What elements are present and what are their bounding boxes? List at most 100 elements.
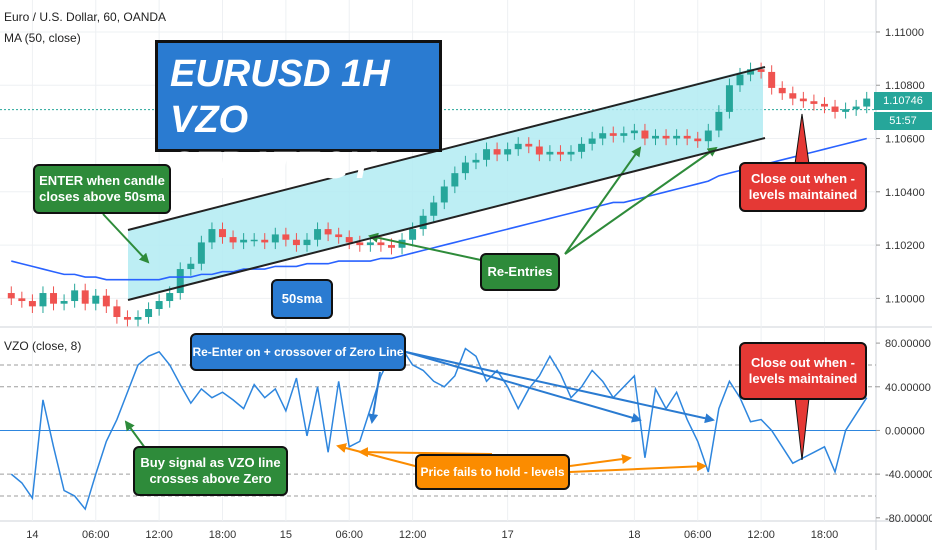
time-tick-label: 06:00 (684, 529, 712, 541)
candle-body (747, 69, 755, 75)
candle-body (292, 239, 300, 246)
annotation-buy-signal: Buy signal as VZO line crosses above Zer… (133, 446, 288, 496)
ma-indicator-label: MA (50, close) (4, 31, 81, 45)
candle-body (187, 263, 195, 270)
candle-body (176, 269, 184, 294)
candle-body (50, 293, 58, 304)
price-tick-label: 1.10000 (885, 293, 925, 305)
price-tick-label: 1.10800 (885, 80, 925, 92)
candle-body (451, 173, 459, 187)
candle-body (166, 293, 174, 302)
annotation-close-out-lower: Close out when - levels maintained (739, 342, 867, 400)
candle-body (863, 98, 871, 107)
candle-body (303, 239, 311, 246)
annotation-re-entries: Re-Entries (480, 253, 560, 291)
time-tick-label: 17 (502, 529, 514, 541)
candle-body (662, 135, 670, 139)
channel-lower-line (127, 137, 766, 301)
candle-body (715, 111, 723, 131)
annotation-arrow (102, 213, 150, 264)
candle-body (461, 162, 469, 174)
candle-body (673, 135, 681, 139)
candle-body (155, 301, 163, 310)
annotation-arrow (405, 351, 642, 423)
candle-body (134, 317, 142, 320)
annotation-arrow (405, 351, 715, 424)
candle-body (419, 215, 427, 230)
candle-body (599, 133, 607, 139)
candle-body (852, 106, 860, 110)
candle-body (641, 130, 649, 139)
candle-body (472, 159, 480, 163)
candle-body (630, 130, 638, 134)
countdown-tag: 51:57 (874, 112, 932, 130)
annotation-close-out-upper: Close out when - levels maintained (739, 162, 867, 212)
time-tick-label: 18:00 (209, 529, 237, 541)
candle-body (704, 130, 712, 142)
time-tick-label: 12:00 (399, 529, 427, 541)
candle-body (81, 290, 89, 304)
candle-body (504, 149, 512, 155)
time-tick-label: 18 (628, 529, 640, 541)
candle-body (514, 143, 522, 150)
candle-body (736, 74, 744, 86)
candle-body (345, 237, 353, 243)
candle-body (208, 229, 216, 243)
vzo-tick-label: -40.00000 (885, 469, 932, 481)
instrument-title: Euro / U.S. Dollar, 60, OANDA (4, 10, 167, 24)
candle-body (282, 234, 290, 240)
time-tick-label: 12:00 (747, 529, 775, 541)
time-tick-label: 12:00 (145, 529, 173, 541)
time-tick-label: 18:00 (811, 529, 839, 541)
annotation-arrow (569, 461, 707, 473)
candle-body (7, 293, 15, 299)
candle-body (123, 317, 131, 320)
candle-body (366, 242, 374, 246)
annotation-arrow (368, 371, 381, 424)
time-tick-label: 14 (26, 529, 38, 541)
time-tick-label: 06:00 (335, 529, 363, 541)
vzo-tick-label: 40.00000 (885, 382, 931, 394)
candle-body (757, 69, 765, 72)
channel-upper-line (127, 66, 766, 231)
candle-body (219, 229, 226, 238)
candle-body (145, 309, 153, 318)
vzo-line (10, 347, 868, 511)
price-tick-label: 1.10400 (885, 187, 925, 199)
candle-body (250, 239, 258, 242)
candle-body (102, 295, 110, 307)
candle-body (71, 290, 79, 302)
candle-body (387, 245, 395, 248)
candle-body (567, 151, 575, 155)
price-tick-label: 1.11000 (885, 27, 924, 39)
candle-body (324, 229, 332, 235)
candle-body (60, 301, 68, 304)
candle-body (831, 106, 839, 112)
vzo-tick-label: -80.00000 (885, 513, 932, 525)
candle-body (789, 93, 797, 99)
price-tick-label: 1.10600 (885, 134, 925, 146)
candle-body (535, 146, 543, 155)
strategy-title: EURUSD 1H VZO STRATEGY (155, 40, 442, 187)
candle-body (261, 239, 269, 243)
annotation-50sma: 50sma (271, 279, 333, 319)
current-price-tag: 1.10746 (874, 92, 932, 110)
annotation-arrow (569, 454, 632, 467)
candle-body (409, 229, 417, 240)
candle-body (810, 101, 818, 104)
price-channel (128, 66, 763, 300)
candle-body (799, 98, 807, 102)
candle-body (271, 234, 279, 243)
annotation-arrow (368, 232, 491, 263)
candle-body (314, 229, 322, 240)
candle-body (92, 295, 100, 304)
vzo-tick-label: 0.00000 (885, 425, 925, 437)
candle-body (377, 242, 385, 246)
candle-body (683, 135, 691, 139)
price-tick-label: 1.10200 (885, 240, 925, 252)
candle-body (725, 85, 733, 112)
time-tick-label: 15 (280, 529, 292, 541)
candle-body (778, 87, 786, 94)
candle-body (578, 143, 586, 152)
